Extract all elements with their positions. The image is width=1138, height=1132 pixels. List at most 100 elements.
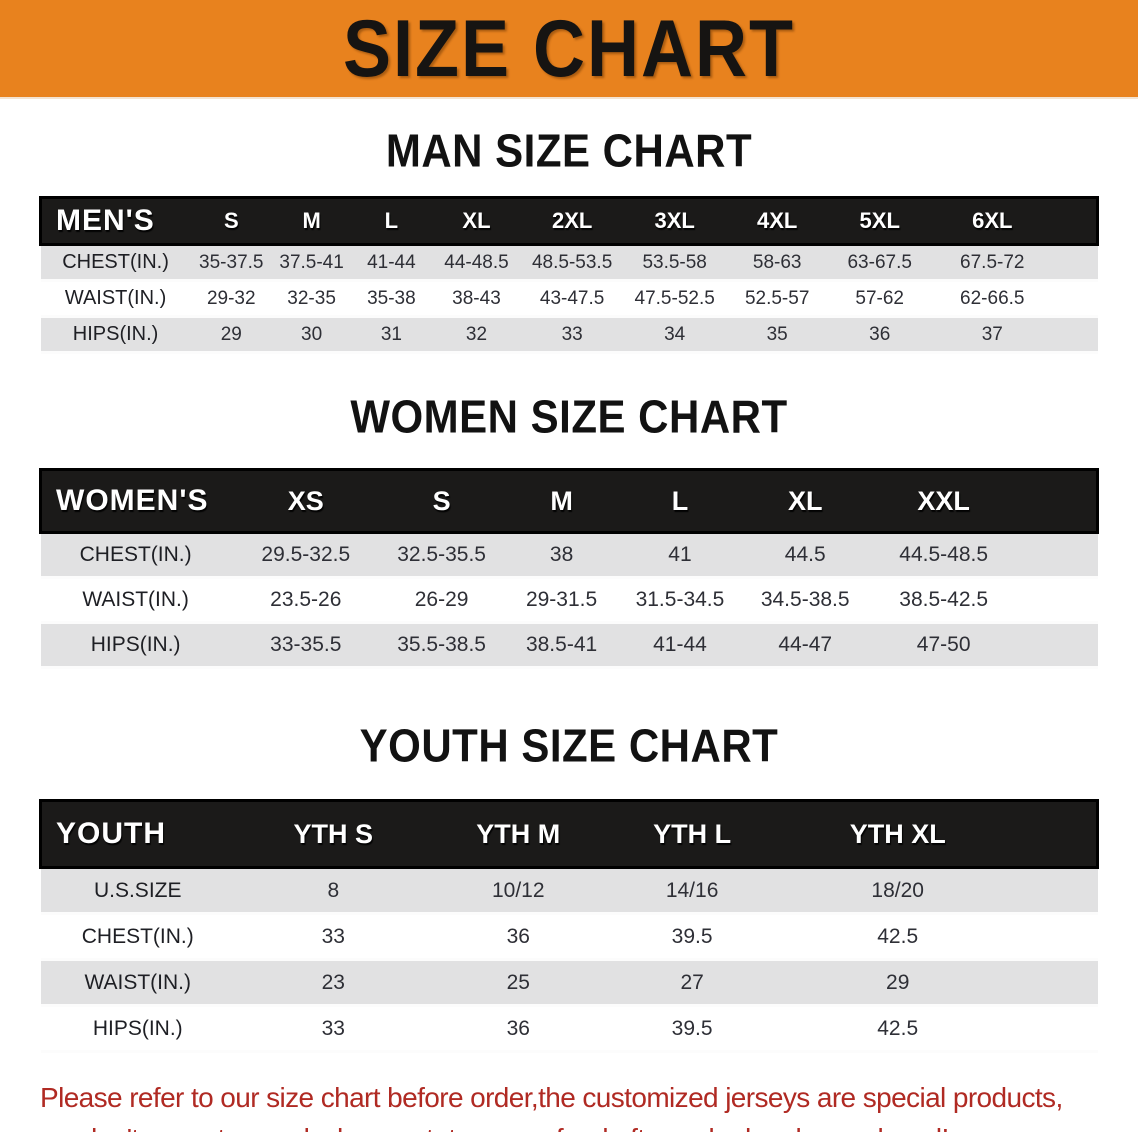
women-size-table-wrap: WOMEN'S XS S M L XL XXL CHEST(IN.) 29.5-32.5 32.5… — [0, 468, 1138, 669]
column-header: YTH M — [431, 799, 605, 869]
size-cell: 38-43 — [431, 280, 522, 318]
size-cell: 10/12 — [431, 867, 605, 915]
size-cell: 32.5-35.5 — [380, 532, 503, 579]
size-cell: 36 — [431, 1005, 605, 1053]
size-cell: 48.5-53.5 — [521, 244, 623, 282]
youth-size-table: YOUTH YTH S YTH M YTH L YTH XL U.S.SIZE 8 10/12… — [38, 799, 1100, 1053]
size-cell: 39.5 — [604, 1005, 780, 1053]
column-header: XS — [230, 468, 381, 534]
size-cell: 67.5-72 — [931, 244, 1054, 282]
row-filler — [1016, 867, 1098, 915]
column-header: YTH S — [234, 799, 432, 869]
men-section-heading: MAN SIZE CHART — [385, 124, 753, 177]
size-cell: 32-35 — [271, 280, 352, 318]
size-cell: 35-38 — [351, 280, 432, 318]
table-row: WAIST(IN.) 23.5-26 26-29 29-31.5 31.5-34.5 34… — [40, 577, 1098, 624]
size-cell: 41-44 — [620, 622, 740, 669]
table-row: U.S.SIZE 8 10/12 14/16 18/20 — [40, 867, 1098, 915]
row-filler — [1016, 622, 1098, 669]
table-row: HIPS(IN.) 33-35.5 35.5-38.5 38.5-41 41-44 44-… — [40, 622, 1098, 669]
size-cell: 39.5 — [604, 913, 780, 961]
size-cell: 36 — [827, 316, 932, 354]
size-cell: 31.5-34.5 — [620, 577, 740, 624]
column-header: S — [190, 196, 272, 246]
table-corner-label: MEN'S — [38, 196, 191, 246]
section-youth: YOUTH SIZE CHART YOUTH YTH S YTH M YTH L YTH… — [0, 720, 1138, 1053]
row-label: WAIST(IN.) — [40, 959, 235, 1007]
size-cell: 44.5 — [739, 532, 872, 579]
size-cell: 44.5-48.5 — [871, 532, 1017, 579]
size-cell: 38 — [502, 532, 621, 579]
row-filler — [1053, 244, 1098, 282]
column-header: 5XL — [827, 196, 932, 246]
size-cell: 58-63 — [726, 244, 828, 282]
table-corner-label: YOUTH — [38, 799, 235, 869]
page-title: SIZE CHART — [343, 3, 795, 94]
row-label: WAIST(IN.) — [40, 280, 191, 318]
size-cell: 43-47.5 — [521, 280, 623, 318]
size-cell: 8 — [234, 867, 432, 915]
banner: SIZE CHART — [0, 0, 1138, 99]
header-filler — [1016, 799, 1100, 869]
size-cell: 29.5-32.5 — [230, 532, 381, 579]
size-cell: 41 — [620, 532, 740, 579]
column-header: XL — [431, 196, 522, 246]
column-header: XXL — [871, 468, 1017, 534]
size-cell: 36 — [431, 913, 605, 961]
table-row: WAIST(IN.) 23 25 27 29 — [40, 959, 1098, 1007]
size-cell: 63-67.5 — [827, 244, 932, 282]
size-cell: 35-37.5 — [190, 244, 272, 282]
row-filler — [1016, 913, 1098, 961]
row-label: WAIST(IN.) — [40, 577, 231, 624]
size-cell: 23.5-26 — [230, 577, 381, 624]
column-header: YTH XL — [779, 799, 1017, 869]
size-cell: 33 — [521, 316, 623, 354]
column-header: 6XL — [931, 196, 1054, 246]
header-row: MEN'S S M L XL 2XL 3XL 4XL 5XL 6XL — [38, 196, 1100, 246]
table-row: CHEST(IN.) 33 36 39.5 42.5 — [40, 913, 1098, 961]
section-men: MAN SIZE CHART MEN'S S M L XL 2XL 3XL 4XL 5XL 6XL… — [0, 124, 1138, 354]
size-cell: 44-47 — [739, 622, 872, 669]
size-cell: 62-66.5 — [931, 280, 1054, 318]
size-cell: 27 — [604, 959, 780, 1007]
order-notice: Please refer to our size chart before or… — [0, 1077, 1138, 1132]
size-cell: 35.5-38.5 — [380, 622, 503, 669]
size-cell: 38.5-41 — [502, 622, 621, 669]
row-label: CHEST(IN.) — [40, 913, 235, 961]
men-size-table: MEN'S S M L XL 2XL 3XL 4XL 5XL 6XL CHEST(IN.) 35-37… — [38, 196, 1100, 354]
table-row: WAIST(IN.) 29-32 32-35 35-38 38-43 43-47.5 47.… — [40, 280, 1098, 318]
size-cell: 29-31.5 — [502, 577, 621, 624]
size-cell: 23 — [234, 959, 432, 1007]
size-cell: 53.5-58 — [622, 244, 727, 282]
men-size-table-wrap: MEN'S S M L XL 2XL 3XL 4XL 5XL 6XL CHEST(IN.) 35-37… — [0, 196, 1138, 354]
size-cell: 32 — [431, 316, 522, 354]
notice-line-2: we don't accept cancel, change, teturn o… — [40, 1118, 1098, 1132]
size-cell: 35 — [726, 316, 828, 354]
size-cell: 37 — [931, 316, 1054, 354]
column-header: YTH L — [604, 799, 780, 869]
size-cell: 34.5-38.5 — [739, 577, 872, 624]
table-row: CHEST(IN.) 35-37.5 37.5-41 41-44 44-48.5 48.5… — [40, 244, 1098, 282]
row-label: U.S.SIZE — [40, 867, 235, 915]
header-filler — [1016, 468, 1100, 534]
size-cell: 42.5 — [779, 913, 1017, 961]
size-cell: 38.5-42.5 — [871, 577, 1017, 624]
notice-line-1: Please refer to our size chart before or… — [40, 1082, 1063, 1113]
size-cell: 42.5 — [779, 1005, 1017, 1053]
size-cell: 33 — [234, 913, 432, 961]
size-cell: 31 — [351, 316, 432, 354]
row-filler — [1053, 280, 1098, 318]
table-row: HIPS(IN.) 29 30 31 32 33 34 35 36 37 — [40, 316, 1098, 354]
row-label: CHEST(IN.) — [40, 244, 191, 282]
column-header: M — [271, 196, 352, 246]
size-cell: 29-32 — [190, 280, 272, 318]
row-filler — [1016, 532, 1098, 579]
size-cell: 29 — [190, 316, 272, 354]
size-cell: 41-44 — [351, 244, 432, 282]
women-section-heading: WOMEN SIZE CHART — [350, 390, 788, 443]
size-cell: 57-62 — [827, 280, 932, 318]
size-cell: 14/16 — [604, 867, 780, 915]
size-cell: 29 — [779, 959, 1017, 1007]
size-cell: 47-50 — [871, 622, 1017, 669]
